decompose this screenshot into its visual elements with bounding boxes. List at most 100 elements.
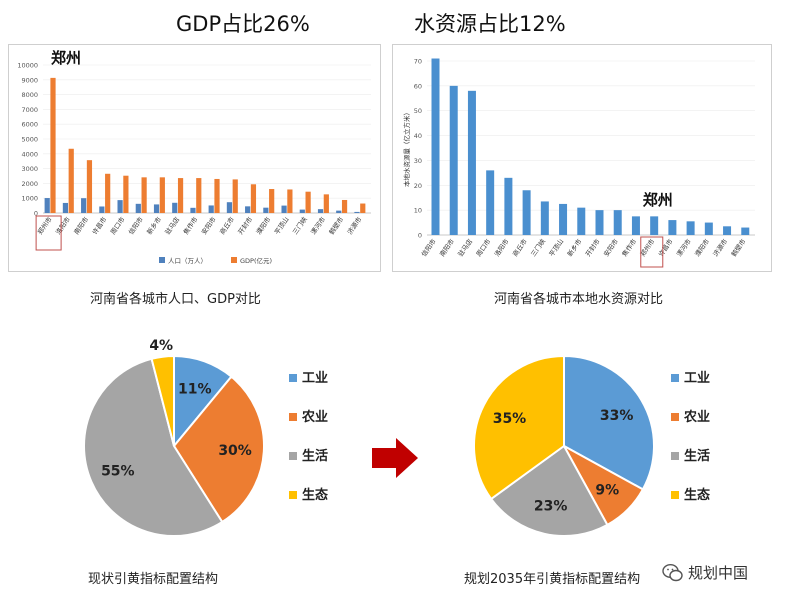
- x-tick-label: 平顶山: [272, 215, 291, 236]
- y-tick-label: 10000: [17, 62, 38, 70]
- y-tick-label: 0: [418, 232, 422, 240]
- gdp-bar: [323, 194, 329, 213]
- population-bar: [263, 207, 269, 213]
- x-tick-label: 南阳市: [72, 215, 91, 237]
- x-tick-label: 洛阳市: [53, 215, 72, 237]
- water-caption: 河南省各城市本地水资源对比: [494, 292, 664, 307]
- arrow-shape: [372, 438, 418, 478]
- x-tick-label: 商丘市: [510, 237, 529, 259]
- legend-label: 工业: [302, 370, 328, 386]
- legend-swatch: [289, 413, 297, 421]
- x-tick-label: 济源市: [711, 237, 730, 259]
- gdp-bar: [105, 173, 111, 213]
- pie-slice: [563, 354, 655, 491]
- population-bar: [281, 205, 287, 213]
- population-bar: [172, 202, 178, 213]
- x-tick-label: 许昌市: [90, 215, 109, 237]
- x-tick-label: 信阳市: [419, 237, 438, 259]
- x-tick-label: 洛阳市: [492, 237, 511, 259]
- pie-slice-label: 11%: [178, 381, 212, 397]
- population-bar: [190, 207, 196, 213]
- legend-swatch: [289, 374, 297, 382]
- gdp-share-heading: GDP占比26%: [176, 12, 310, 36]
- water-bar: [540, 201, 549, 235]
- water-chart-panel: 0 10 20 30 40 50 60 70 本地水资源量（亿立方米） 信阳市 南阳市 驻马店 周口市洛…: [392, 44, 772, 272]
- x-tick-label: 信阳市: [126, 215, 145, 237]
- current-pie-caption: 现状引黄指标配置结构: [88, 572, 219, 587]
- x-tick-label: 驻马店: [163, 215, 182, 237]
- gdp-bar: [177, 178, 184, 213]
- x-tick-label: 焦作市: [181, 215, 200, 237]
- x-tick-label: 南阳市: [437, 237, 456, 259]
- x-tick-label: 新乡市: [145, 215, 164, 237]
- x-tick-label: 三门峡: [529, 237, 548, 259]
- population-bar: [44, 198, 50, 213]
- water-bar: [704, 222, 713, 235]
- x-tick-label: 商丘市: [217, 215, 236, 237]
- x-tick-label: 开封市: [583, 237, 602, 259]
- population-bar: [135, 203, 141, 213]
- water-bar: [650, 216, 659, 235]
- gdp-bar: [141, 177, 147, 213]
- gdp-bar: [86, 160, 93, 213]
- water-bar-chart: 0 10 20 30 40 50 60 70 本地水资源量（亿立方米） 信阳市 南阳市 驻马店 周口市洛…: [402, 58, 755, 268]
- water-bar: [631, 216, 640, 235]
- x-tick-label: 平顶山: [547, 237, 566, 258]
- water-bar: [577, 207, 586, 235]
- y-tick-label: 7000: [21, 106, 38, 114]
- water-bar: [467, 90, 476, 235]
- gdp-bar: [214, 178, 220, 213]
- water-bar: [486, 170, 495, 235]
- legend-label: 农业: [301, 409, 328, 425]
- gdp-bar: [50, 77, 56, 213]
- legend-gdp-swatch: [231, 257, 237, 263]
- y-tick-label: 8000: [21, 91, 38, 99]
- population-bar: [62, 202, 69, 213]
- water-bar: [449, 85, 458, 235]
- legend-label: 生态: [684, 487, 710, 503]
- y-tick-label: 2000: [21, 180, 38, 188]
- legend-swatch: [671, 413, 679, 421]
- pie-slice: [150, 354, 175, 447]
- y-tick-label: 40: [414, 132, 422, 140]
- watermark-text: 规划中国: [688, 564, 749, 582]
- population-bar: [208, 205, 214, 213]
- population-bar: [317, 209, 324, 213]
- y-tick-label: 70: [414, 58, 422, 66]
- population-bar: [336, 210, 342, 213]
- y-tick-label: 4000: [21, 150, 38, 158]
- x-tick-label: 鹤壁市: [729, 237, 748, 259]
- population-bar: [354, 211, 360, 213]
- y-tick-label: 9000: [21, 76, 38, 84]
- population-bar: [117, 200, 123, 213]
- legend-swatch: [671, 452, 679, 460]
- gdp-bar: [287, 189, 293, 213]
- x-tick-label: 三门峡: [290, 215, 309, 237]
- population-bar: [245, 206, 251, 213]
- highlight-box: [640, 236, 664, 268]
- y-tick-label: 6000: [21, 121, 38, 129]
- y-tick-label: 60: [414, 82, 422, 90]
- y-tick-label: 50: [414, 107, 422, 115]
- pie-slice: [473, 354, 565, 501]
- y-tick-label: 0: [34, 210, 38, 218]
- x-tick-label: 许昌市: [656, 237, 675, 259]
- pie-slice-label: 30%: [218, 443, 252, 459]
- pie-slice: [83, 357, 224, 537]
- water-bar: [723, 226, 732, 235]
- watermark: 规划中国: [662, 562, 748, 583]
- water-bar: [668, 220, 677, 235]
- legend-label: 生活: [302, 448, 328, 464]
- pop-gdp-caption: 河南省各城市人口、GDP对比: [90, 292, 261, 307]
- y-tick-label: 30: [414, 157, 422, 165]
- y-tick-label: 3000: [21, 165, 38, 173]
- legend-label: 生活: [684, 448, 710, 464]
- population-bar: [226, 202, 233, 213]
- gdp-bar: [305, 191, 311, 213]
- wechat-icon: [662, 563, 683, 581]
- pie-slice: [489, 444, 609, 537]
- zhengzhou-annotation: 郑州: [51, 49, 81, 67]
- zhengzhou-annotation: 郑州: [643, 191, 673, 209]
